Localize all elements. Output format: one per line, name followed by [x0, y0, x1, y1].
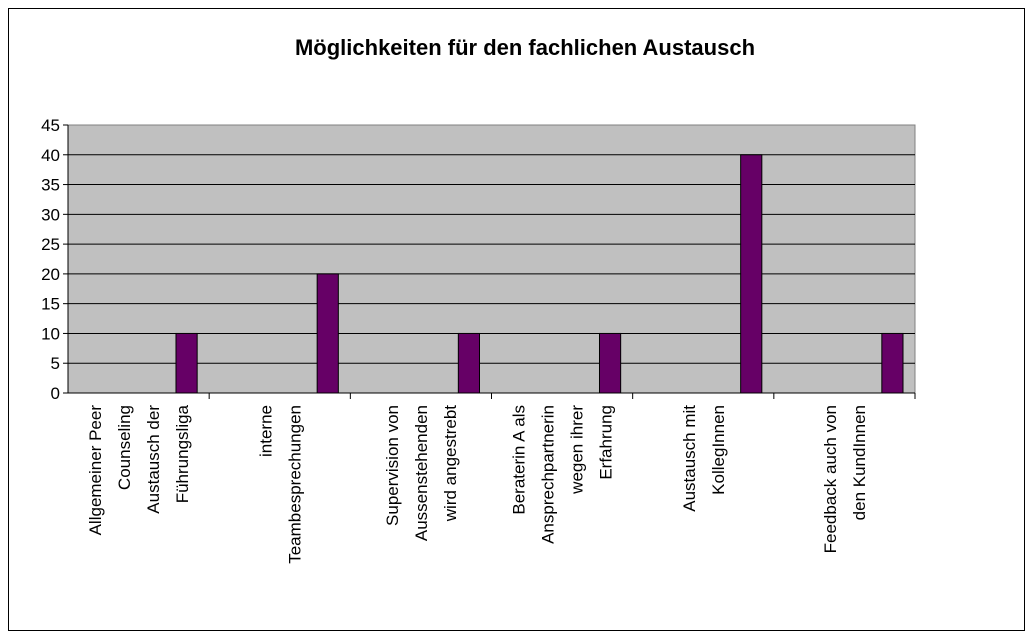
- chart-title: Möglichkeiten für den fachlichen Austaus…: [295, 35, 755, 60]
- x-tick-label: Austausch mit KollegInnen: [680, 405, 728, 512]
- bar: [175, 332, 198, 394]
- bar: [881, 332, 904, 394]
- y-tick-label: 0: [51, 384, 60, 403]
- bar: [740, 154, 763, 394]
- y-tick-label: 40: [41, 146, 60, 165]
- bar: [598, 332, 622, 394]
- x-tick-label: Allgemeiner Peer Counseling Austausch der F…: [86, 404, 192, 535]
- x-tick-label: Supervision von Aussenstehenden wird anges…: [383, 405, 460, 541]
- y-tick-label: 25: [41, 235, 60, 254]
- plot-area: [67, 124, 916, 394]
- y-tick-label: 5: [51, 354, 60, 373]
- x-tick-label: Beraterin A als Ansprechpartnerin wegen ih…: [510, 405, 616, 544]
- bar: [457, 332, 481, 394]
- y-tick-label: 35: [41, 176, 60, 195]
- bar: [316, 273, 339, 394]
- x-tick-label: interne Teambesprechungen: [256, 405, 304, 564]
- y-tick-label: 15: [41, 295, 60, 314]
- y-tick-label: 10: [41, 324, 60, 343]
- y-tick-label: 20: [41, 265, 60, 284]
- y-tick-label: 45: [41, 116, 60, 135]
- x-tick-label: Feedback auch von den KundInnen: [821, 405, 869, 553]
- y-tick-label: 30: [41, 205, 60, 224]
